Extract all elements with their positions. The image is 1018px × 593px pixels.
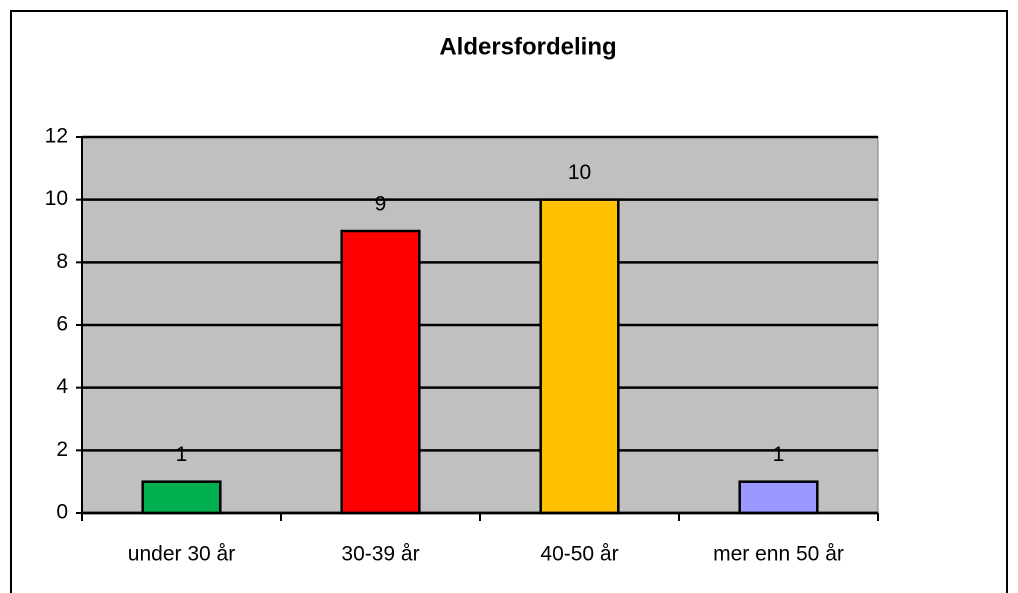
- bar: [141, 480, 222, 515]
- y-tick-label: 4: [56, 375, 68, 398]
- chart-title: Aldersfordeling: [439, 33, 616, 60]
- data-label: 1: [773, 443, 785, 466]
- data-label: 1: [176, 443, 188, 466]
- x-tick-label: 30-39 år: [341, 543, 419, 566]
- y-tick-label: 2: [56, 438, 68, 461]
- y-tick-label: 8: [56, 250, 68, 273]
- bar: [340, 229, 421, 515]
- y-tick-label: 12: [45, 125, 68, 148]
- y-tick-label: 0: [56, 501, 68, 524]
- bar: [738, 480, 819, 515]
- y-tick-label: 6: [56, 313, 68, 336]
- x-tick-label: 40-50 år: [540, 543, 618, 566]
- data-label: 9: [375, 193, 387, 216]
- x-tick-label: mer enn 50 år: [713, 543, 844, 566]
- y-tick-label: 10: [45, 187, 68, 210]
- bar: [539, 198, 620, 515]
- data-label: 10: [568, 161, 591, 184]
- x-tick-label: under 30 år: [128, 543, 235, 566]
